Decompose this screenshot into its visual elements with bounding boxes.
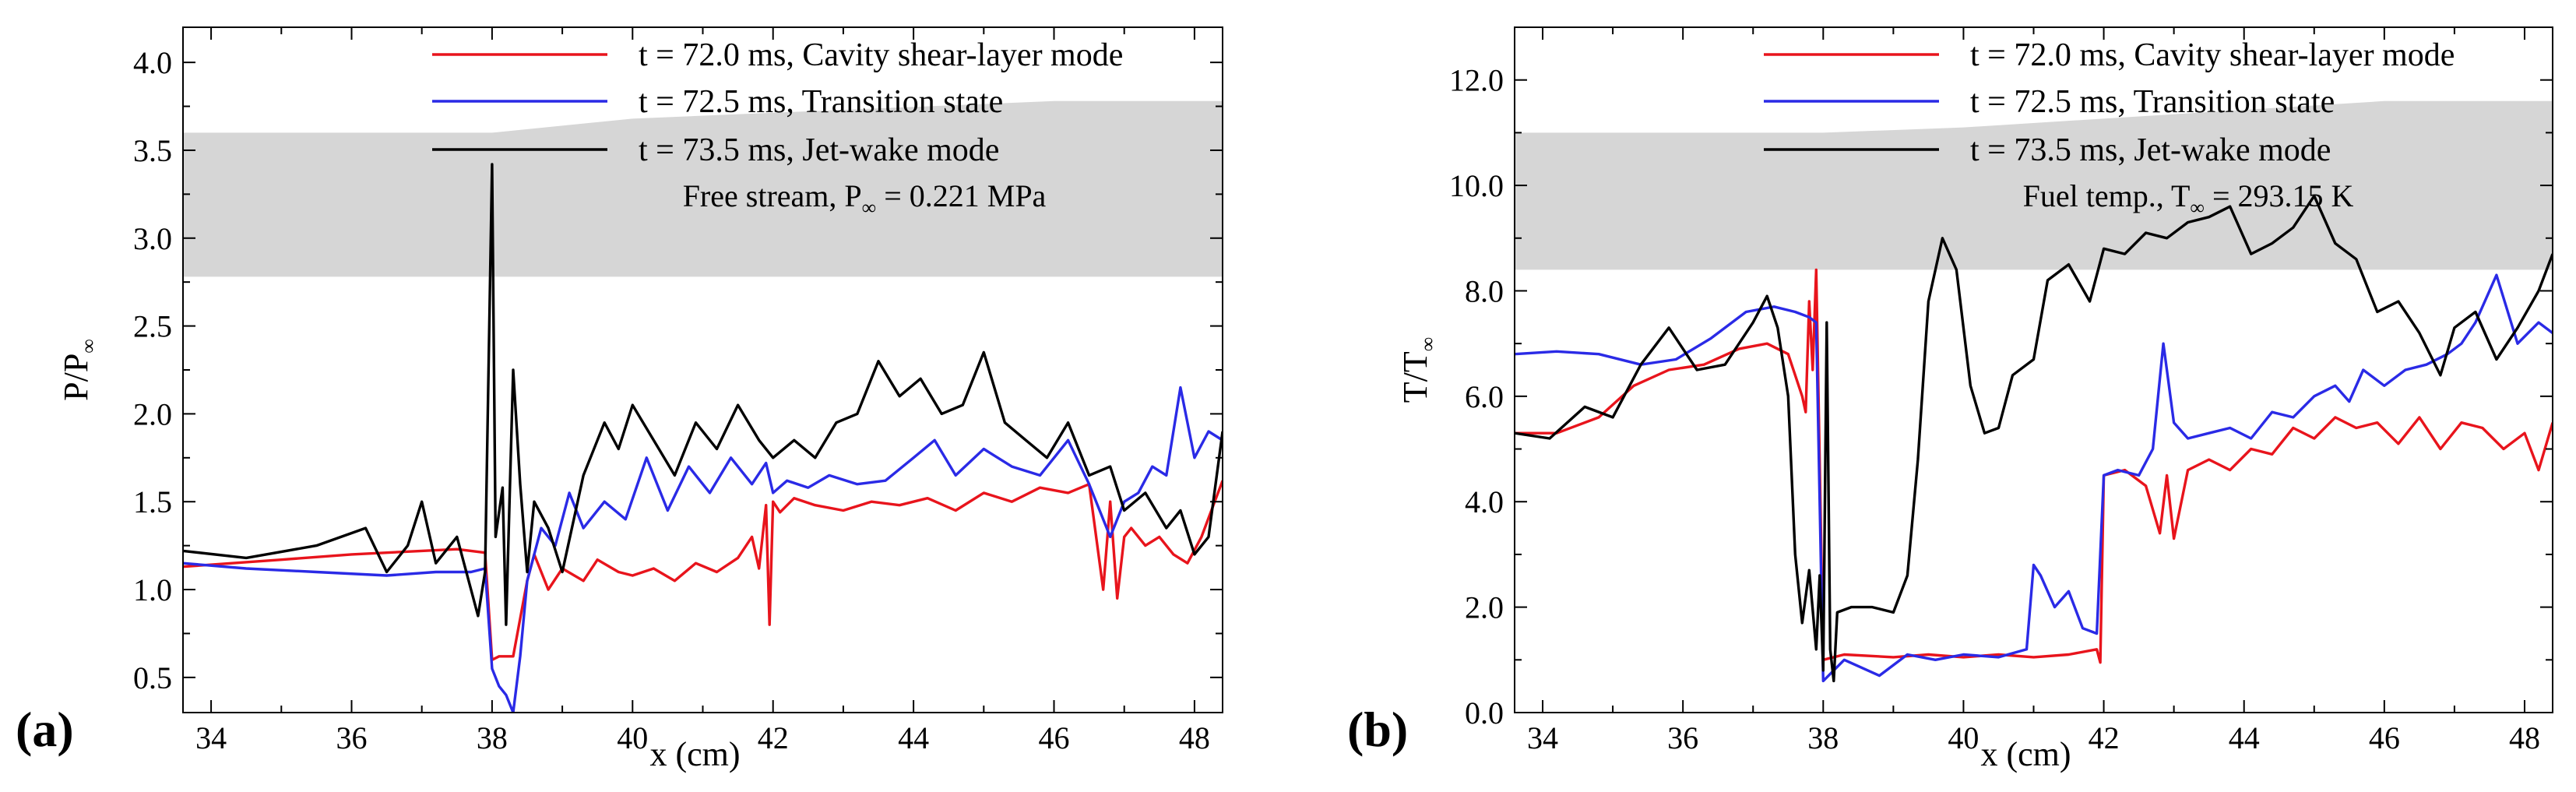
panel-b-x-tick-label: 48 [2509,720,2540,755]
panel-b-x-tick-label: 42 [2089,720,2120,755]
panel-a-x-tick-label: 38 [477,720,508,755]
panel-b-x-tick-label: 44 [2229,720,2260,755]
panel-b-series-line-2 [1515,273,2553,683]
panel-a-ticks: 34 36 38 40 42 44 46 48 0.5 1.0 1.5 2.0 2.5 3.0 3.5 4.0 [133,27,1223,755]
panel-a-y-tick-label: 2.5 [133,309,172,344]
panel-a-legend-band-shape [183,100,1223,277]
panel-b-legend: t = 72.0 ms, Cavity shear-layer mode t = … [1764,37,2455,168]
panel-b-annotation: Fuel temp., T∞ = 293.15 K [2023,178,2354,219]
panel-a-y-tick-label: 1.5 [133,484,172,519]
panel-b-y-tick-label: 6.0 [1465,379,1504,414]
panel-b-x-tick-label: 38 [1807,720,1839,755]
panel-a-x-tick-label: 34 [195,720,227,755]
panel-b-legend-label-1: t = 72.0 ms, Cavity shear-layer mode [1970,37,2455,73]
panel-a-series-line-3 [183,163,1223,626]
panel-a-legend-label-2: t = 72.5 ms, Transition state [639,84,1003,120]
panel-a-legend-label-3: t = 73.5 ms, Jet-wake mode [639,132,999,168]
panel-b-y-tick-label: 0.0 [1465,695,1504,730]
panel-b-series-layer [1515,194,2553,683]
panel-a-y-tick-label: 3.5 [133,133,172,168]
panel-a-series-line-1 [183,480,1223,661]
panel-a-x-tick-label: 36 [336,720,367,755]
panel-a-annotation: Free stream, P∞ = 0.221 MPa [683,178,1047,219]
panel-a-y-tick-label: 4.0 [133,45,172,80]
panel-b-ticks: 34 36 38 40 42 44 46 48 0.0 2.0 4.0 6.0 8.0 10.0 12.0 [1449,27,2553,755]
panel-b-x-tick-label: 46 [2369,720,2400,755]
panel-a-series-line-2 [183,385,1223,713]
panel-b-legend-label-2: t = 72.5 ms, Transition state [1970,84,2335,120]
panel-a-x-tick-label: 44 [898,720,929,755]
panel-a-x-tick-label: 40 [617,720,648,755]
panel-a-chart: 34 36 38 40 42 44 46 48 0.5 1.0 1.5 2.0 2.5 3.0 3.5 4.0… [16,26,1223,773]
panel-a-series-layer [183,163,1223,713]
panel-b-legend-label-3: t = 73.5 ms, Jet-wake mode [1970,132,2331,168]
panel-b-x-tick-label: 40 [1948,720,1979,755]
panel-a-legend-label-1: t = 72.0 ms, Cavity shear-layer mode [639,37,1123,73]
panel-a-y-tick-label: 0.5 [133,660,172,695]
panel-b-y-tick-label: 10.0 [1449,168,1504,203]
panel-a-tag: (a) [16,702,74,757]
panel-b-tag: (b) [1347,702,1408,757]
panel-b-y-tick-label: 8.0 [1465,273,1504,308]
panel-a-y-tick-label: 1.0 [133,572,172,607]
panel-a-legend: t = 72.0 ms, Cavity shear-layer mode t = … [432,37,1123,168]
panel-a-y-tick-label: 2.0 [133,396,172,431]
panel-b-y-tick-label: 12.0 [1449,63,1504,98]
panel-a-y-axis-label: P/P∞ [57,339,100,401]
panel-b-y-tick-label: 2.0 [1465,590,1504,625]
panel-b-x-axis-label: x (cm) [1980,735,2071,773]
panel-b-y-axis-label: T/T∞ [1396,337,1439,403]
panel-a-x-tick-label: 42 [758,720,789,755]
panel-a-x-axis-label: x (cm) [649,735,740,773]
panel-a-x-tick-label: 48 [1179,720,1210,755]
panel-a-y-tick-label: 3.0 [133,221,172,256]
panel-b-chart: 34 36 38 40 42 44 46 480.02.04.06.08.010.012.0 … [1347,26,2553,773]
panel-a-x-tick-label: 46 [1039,720,1070,755]
panel-b-y-tick-label: 4.0 [1465,484,1504,519]
panel-b-x-tick-label: 34 [1527,720,1558,755]
panel-b-x-tick-label: 36 [1667,720,1698,755]
panel-b-series-line-3 [1515,194,2553,683]
